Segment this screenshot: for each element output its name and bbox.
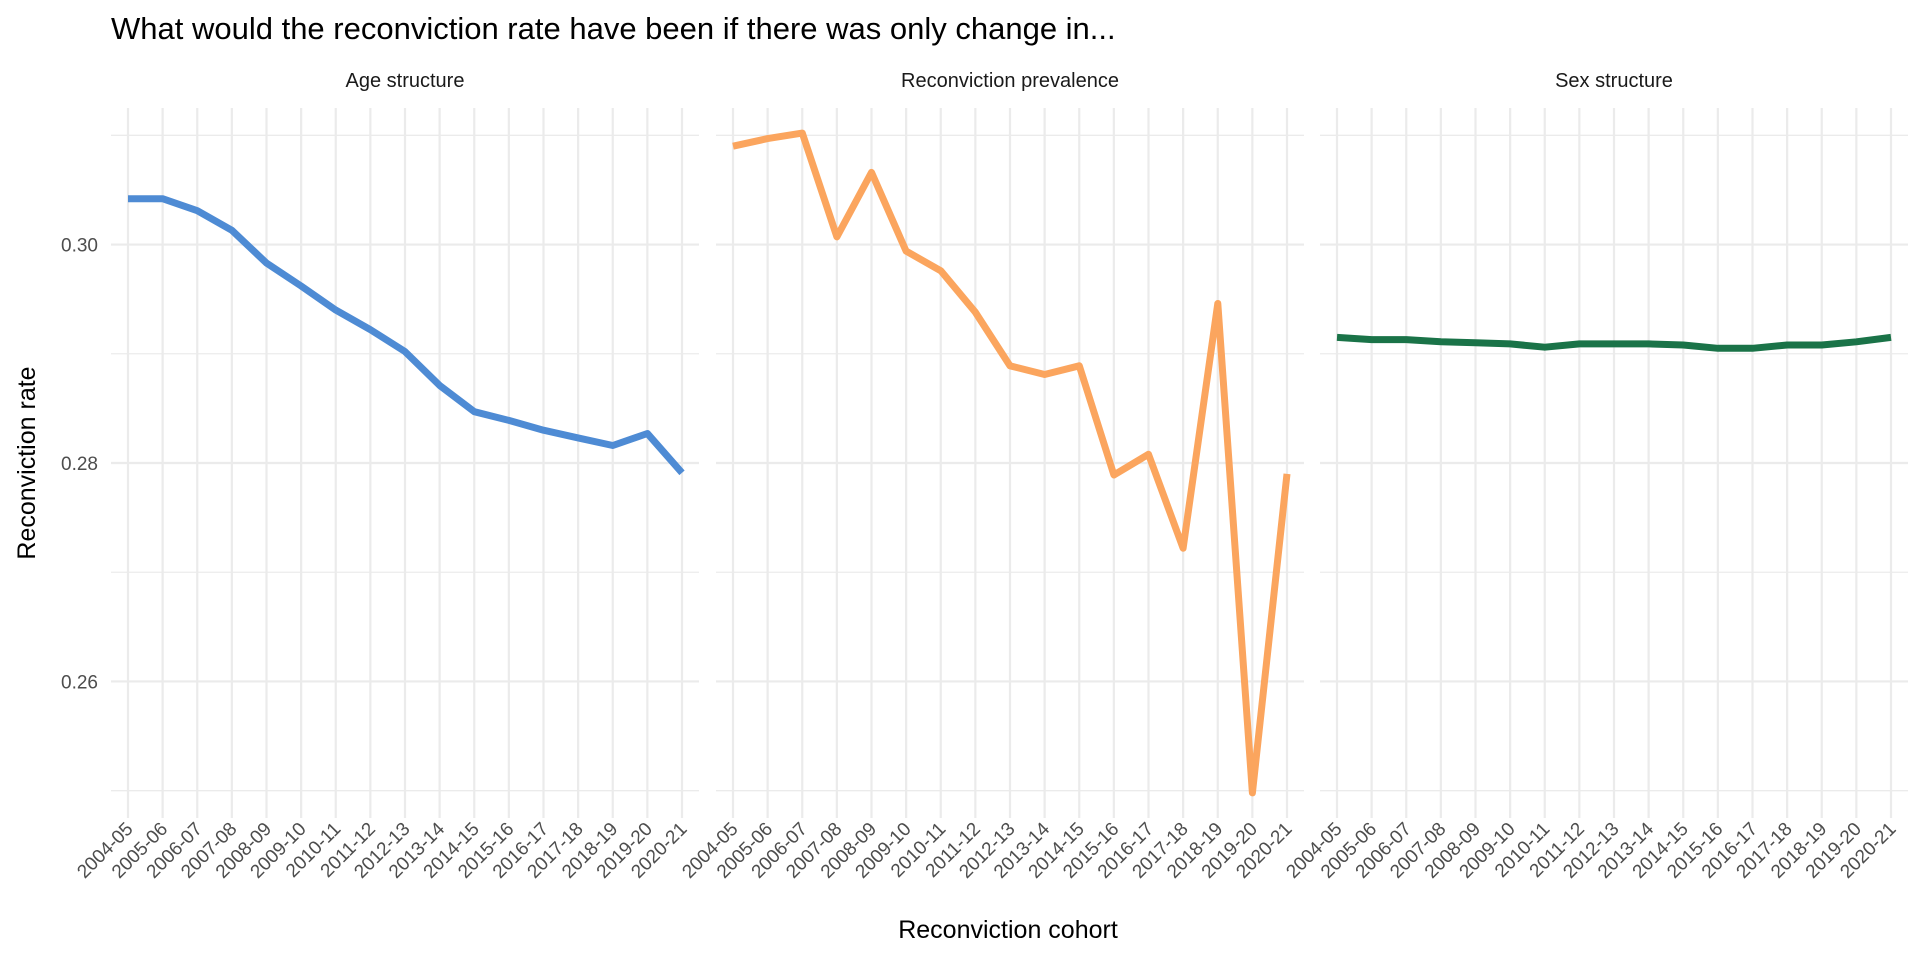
chart-title: What would the reconviction rate have be…: [111, 11, 1116, 46]
x-axis-title: Reconviction cohort: [898, 916, 1118, 944]
series-line: [1336, 333, 1892, 352]
facet-label: Reconviction prevalence: [901, 70, 1119, 92]
series-line: [128, 195, 685, 476]
facet-label: Age structure: [346, 70, 465, 92]
facet-panels: Age structure2004-052005-062006-072007-0…: [61, 70, 1908, 883]
y-tick-label: 0.26: [61, 672, 98, 693]
facet-panel: Reconviction prevalence2004-052005-06200…: [678, 70, 1304, 883]
facet-label: Sex structure: [1555, 70, 1673, 92]
y-tick-label: 0.28: [61, 454, 98, 475]
facet-panel: Age structure2004-052005-062006-072007-0…: [73, 70, 699, 883]
series-line: [732, 129, 1291, 797]
y-axis-title: Reconviction rate: [13, 366, 41, 559]
y-tick-label: 0.30: [61, 236, 98, 257]
